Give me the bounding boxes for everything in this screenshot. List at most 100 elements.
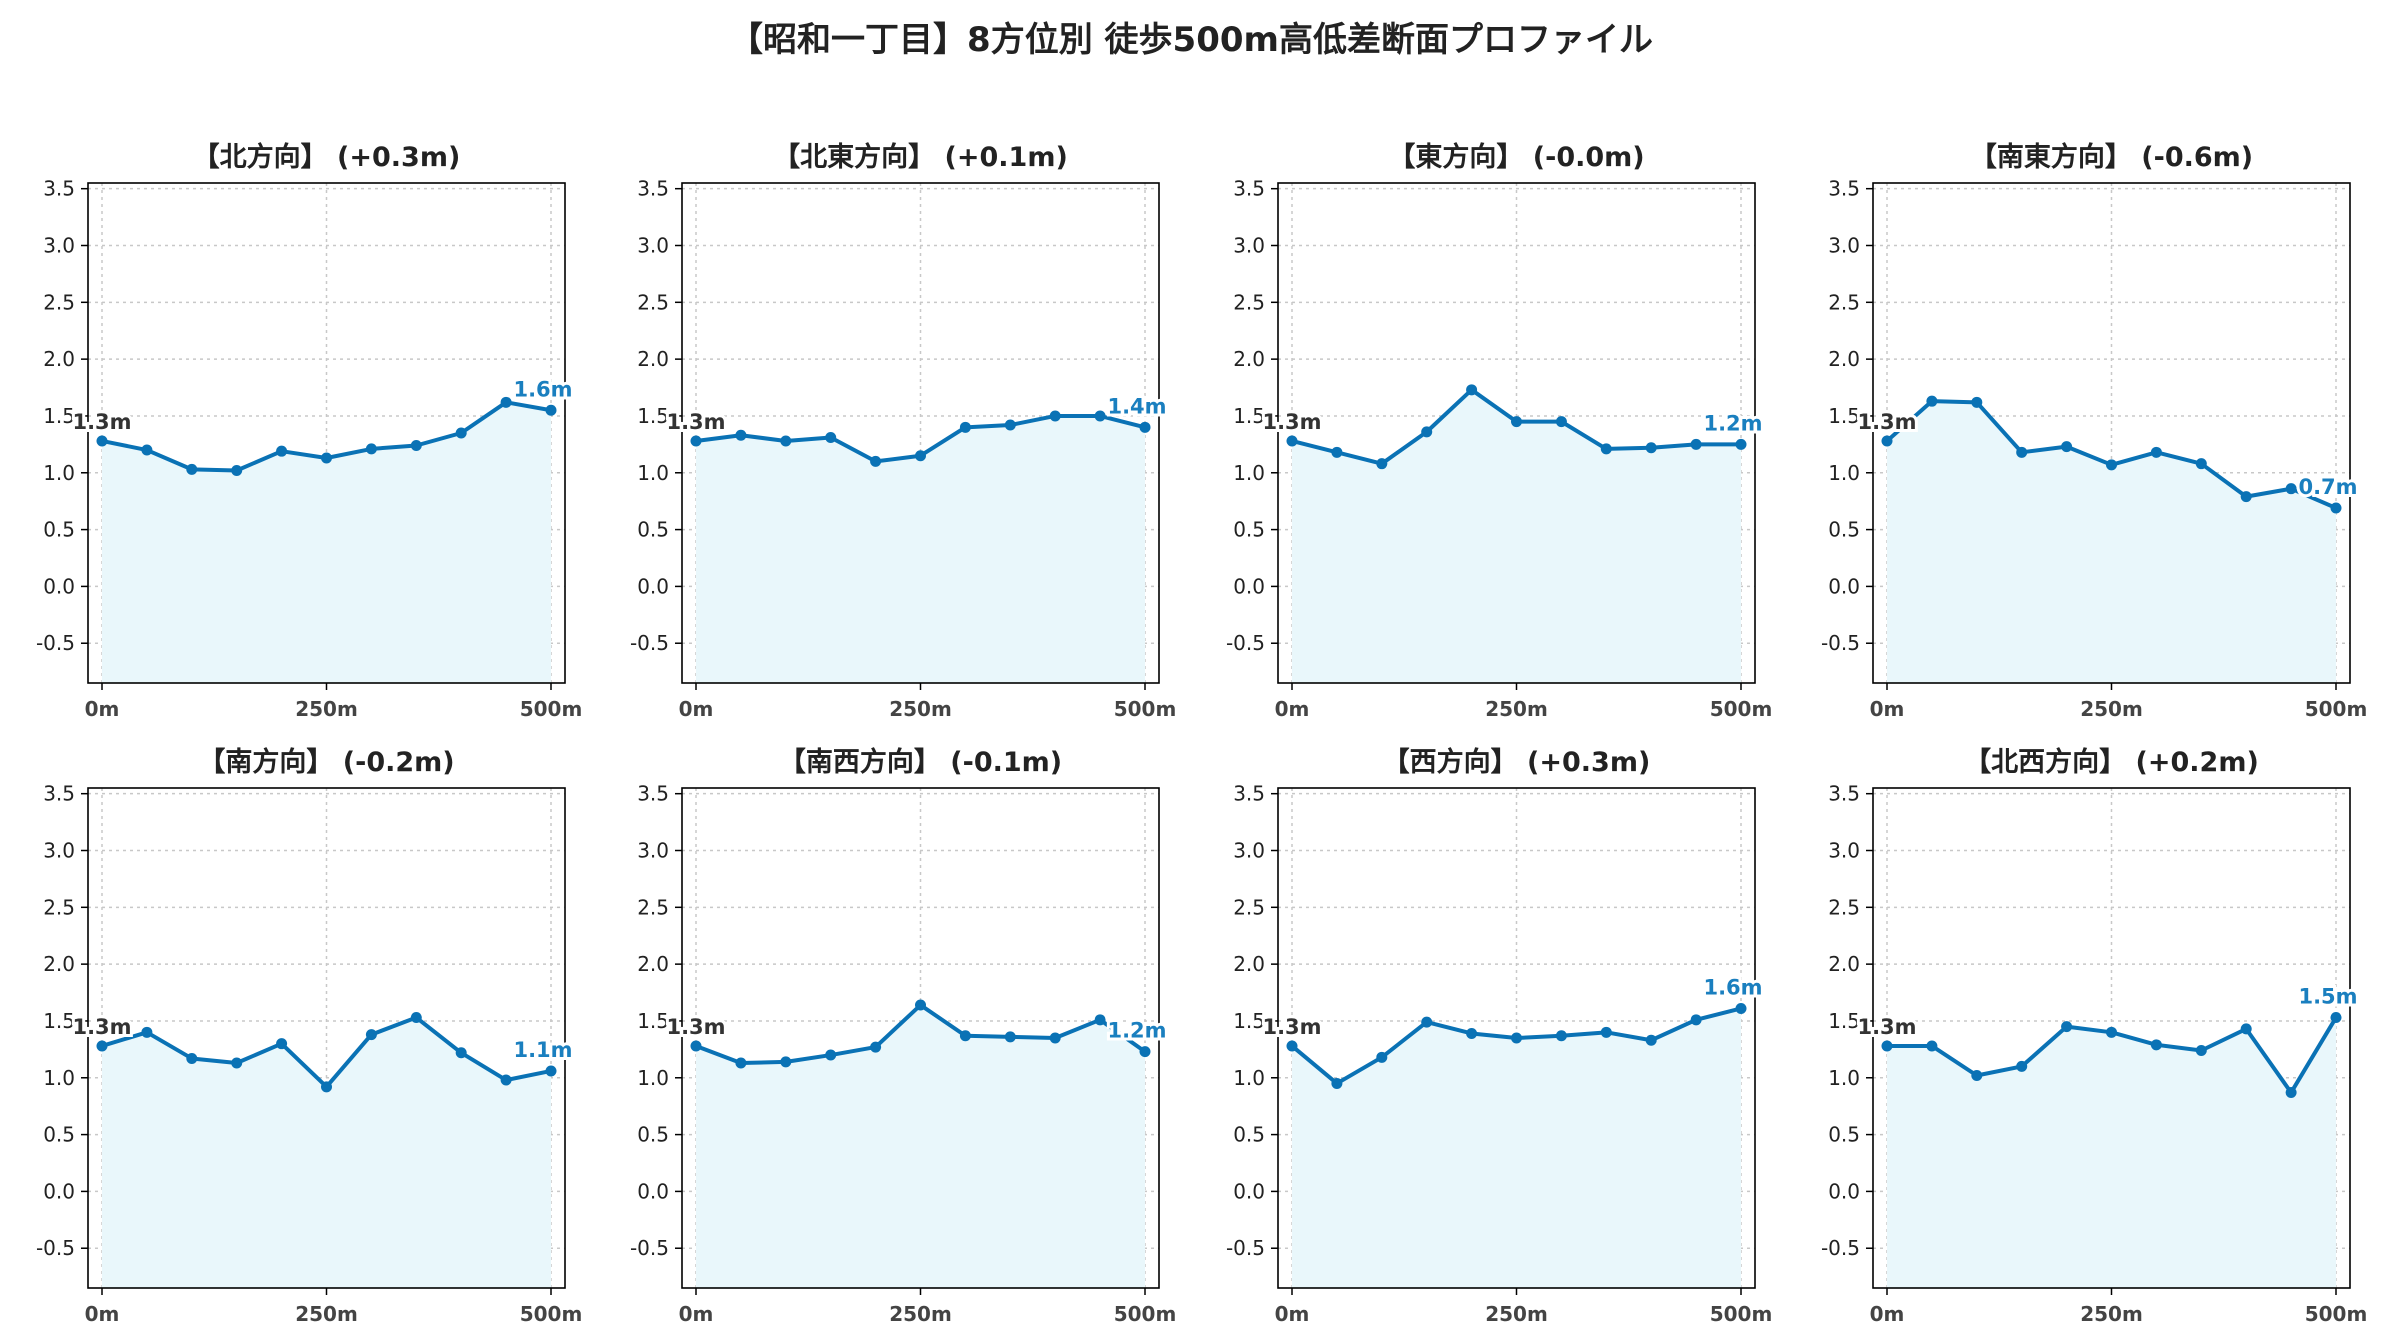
- data-point: [2106, 459, 2117, 471]
- data-point: [96, 435, 108, 447]
- data-point: [1555, 1030, 1567, 1042]
- end-label: 1.1m: [513, 1038, 572, 1062]
- x-tick-label: 250m: [889, 1302, 952, 1326]
- data-point: [231, 465, 243, 476]
- axes-frame: [681, 787, 1160, 1289]
- data-point: [321, 1081, 332, 1093]
- data-point: [186, 463, 198, 475]
- data-point: [500, 396, 512, 408]
- data-point: [1735, 438, 1747, 450]
- data-point: [1881, 1040, 1893, 1052]
- panel-title: 【東方向】 (-0.0m): [1388, 141, 1644, 173]
- y-tick-label: 1.0: [1233, 461, 1265, 485]
- data-point: [780, 435, 792, 447]
- y-tick-label: 0.0: [1233, 1179, 1265, 1203]
- area-fill: [1887, 401, 2336, 683]
- y-tick-label: 0.5: [1233, 1123, 1265, 1147]
- data-point: [690, 1040, 702, 1052]
- data-point: [1004, 419, 1016, 431]
- data-point: [735, 1057, 747, 1069]
- chart-panel-1: 【北方向】 (+0.3m) -0.5 0.0 0.5 1.0 1.5 2.0 2.5 3.0 3.…: [36, 141, 582, 721]
- data-point: [2330, 502, 2342, 514]
- y-tick-label: 3.0: [1233, 839, 1265, 863]
- data-point: [1645, 442, 1657, 454]
- panel-title: 【南西方向】 (-0.1m): [779, 746, 1062, 778]
- data-point: [690, 435, 702, 447]
- start-label: 1.3m: [72, 410, 131, 434]
- y-tick-label: 3.5: [1828, 782, 1860, 806]
- y-tick-label: 0.0: [43, 1179, 75, 1203]
- data-point: [1600, 443, 1612, 455]
- y-tick-label: 0.5: [43, 518, 75, 542]
- end-label: 1.2m: [1107, 1019, 1166, 1043]
- y-tick-label: 1.5: [637, 1009, 669, 1033]
- figure-title: 【昭和一丁目】8方位別 徒歩500m高低差断面プロファイル: [729, 20, 1653, 60]
- data-point: [2240, 1023, 2252, 1035]
- data-point: [870, 1041, 882, 1053]
- y-tick-label: 1.0: [43, 1066, 75, 1090]
- end-label: 0.7m: [2298, 475, 2357, 499]
- panel-title: 【北東方向】 (+0.1m): [773, 141, 1068, 173]
- data-point: [2150, 446, 2162, 458]
- y-tick-label: 2.0: [637, 347, 669, 371]
- y-tick-label: 0.0: [1233, 574, 1265, 598]
- area-fill: [696, 415, 1145, 683]
- y-tick-label: 0.0: [637, 1179, 669, 1203]
- y-tick-label: -0.5: [1226, 631, 1265, 655]
- area-fill: [102, 402, 551, 683]
- data-point: [2150, 1039, 2162, 1051]
- start-label: 1.3m: [666, 1015, 725, 1039]
- y-tick-label: -0.5: [630, 631, 669, 655]
- data-point: [959, 421, 971, 433]
- axes-frame: [1277, 182, 1756, 684]
- end-label: 1.2m: [1703, 411, 1762, 435]
- y-tick-label: 3.5: [637, 782, 669, 806]
- y-tick-label: 3.0: [43, 234, 75, 258]
- data-point: [410, 1012, 422, 1024]
- data-point: [186, 1052, 198, 1064]
- y-tick-label: 0.0: [1828, 574, 1860, 598]
- axes-frame: [1277, 787, 1756, 1289]
- y-tick-label: -0.5: [36, 1236, 75, 1260]
- data-point: [1466, 1027, 1478, 1039]
- y-tick-label: 2.5: [1233, 895, 1265, 919]
- data-point: [870, 455, 882, 467]
- x-tick-label: 250m: [889, 697, 952, 721]
- y-tick-label: 0.5: [43, 1123, 75, 1147]
- data-point: [1881, 435, 1893, 447]
- data-point: [2016, 1060, 2028, 1072]
- data-point: [1094, 410, 1106, 422]
- data-point: [2285, 483, 2297, 495]
- y-tick-label: -0.5: [1821, 631, 1860, 655]
- area-fill: [1292, 389, 1741, 683]
- y-tick-label: 1.0: [43, 461, 75, 485]
- data-point: [1049, 410, 1061, 422]
- data-point: [825, 1049, 837, 1061]
- y-tick-label: 1.5: [43, 404, 75, 428]
- area-fill: [1887, 1017, 2336, 1288]
- x-tick-label: 250m: [2080, 1302, 2143, 1326]
- y-tick-label: -0.5: [36, 631, 75, 655]
- chart-panel-5: 【南方向】 (-0.2m) -0.5 0.0 0.5 1.0 1.5 2.0 2.5 3.0 3.…: [36, 746, 582, 1326]
- end-label: 1.6m: [1703, 975, 1762, 999]
- y-tick-label: 3.0: [1233, 234, 1265, 258]
- y-tick-label: 3.5: [43, 782, 75, 806]
- y-tick-label: 2.0: [1233, 952, 1265, 976]
- data-point: [141, 1026, 153, 1038]
- data-point: [1511, 416, 1522, 428]
- y-tick-label: 1.5: [1828, 1009, 1860, 1033]
- panel-title: 【西方向】 (+0.3m): [1383, 746, 1651, 778]
- x-tick-label: 250m: [295, 697, 358, 721]
- panel-title: 【南方向】 (-0.2m): [198, 746, 454, 778]
- x-tick-label: 250m: [295, 1302, 358, 1326]
- x-tick-label: 0m: [1870, 1302, 1905, 1326]
- y-tick-label: 3.0: [637, 839, 669, 863]
- x-tick-label: 0m: [679, 1302, 714, 1326]
- data-point: [2240, 491, 2252, 503]
- data-point: [276, 445, 288, 457]
- data-point: [1004, 1031, 1016, 1043]
- data-point: [1645, 1034, 1657, 1046]
- data-point: [1049, 1032, 1061, 1044]
